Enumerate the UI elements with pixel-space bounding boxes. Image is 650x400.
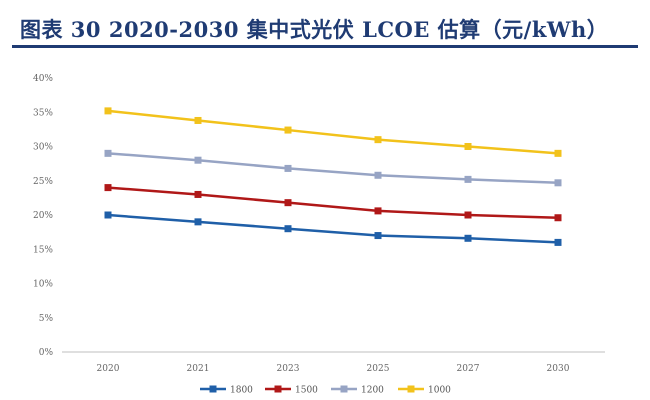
legend-swatch-marker xyxy=(209,385,217,393)
data-point xyxy=(374,232,382,240)
y-tick-label: 20% xyxy=(33,211,53,221)
y-tick-label: 15% xyxy=(33,245,53,255)
data-point xyxy=(374,171,382,179)
data-point xyxy=(194,116,202,124)
data-point xyxy=(374,136,382,144)
x-tick-label: 2023 xyxy=(277,364,300,374)
data-point xyxy=(284,126,292,134)
x-tick-label: 2020 xyxy=(97,364,120,374)
y-tick-label: 30% xyxy=(33,143,53,153)
legend-swatch-marker xyxy=(274,385,282,393)
data-point xyxy=(554,179,562,187)
y-tick-label: 0% xyxy=(39,348,54,358)
legend-item: 1500 xyxy=(265,385,318,396)
data-point xyxy=(554,214,562,222)
data-point xyxy=(194,156,202,164)
series-1200 xyxy=(104,149,562,187)
data-point xyxy=(464,234,472,242)
data-point xyxy=(374,207,382,215)
y-tick-label: 40% xyxy=(33,74,53,84)
y-tick-label: 25% xyxy=(33,177,53,187)
legend-item: 1800 xyxy=(200,385,253,396)
legend-swatch-marker xyxy=(407,385,415,393)
data-point xyxy=(194,190,202,198)
series-line xyxy=(107,186,559,219)
data-point xyxy=(104,107,112,115)
y-tick-label: 5% xyxy=(39,314,54,324)
data-point xyxy=(284,164,292,172)
data-point xyxy=(464,211,472,219)
data-point xyxy=(104,211,112,219)
legend-item: 1200 xyxy=(331,385,384,396)
series-line xyxy=(107,152,559,185)
title-bar: 图表 30 2020-2030 集中式光伏 LCOE 估算（元/kWh） xyxy=(12,8,638,48)
data-point xyxy=(104,184,112,192)
y-axis-ticks: 0% 5% 10% 15% 20% 25% 30% 35% 40% xyxy=(33,74,53,358)
x-tick-label: 2027 xyxy=(457,364,480,374)
data-point xyxy=(284,225,292,233)
legend-item: 1000 xyxy=(398,385,451,396)
data-point xyxy=(554,238,562,246)
legend-label: 1500 xyxy=(295,386,318,396)
legend-swatch-marker xyxy=(340,385,348,393)
y-tick-label: 35% xyxy=(33,108,53,118)
y-tick-label: 10% xyxy=(33,280,53,290)
x-axis-ticks: 2020 2021 2023 2025 2027 2030 xyxy=(97,364,570,374)
series-group xyxy=(104,107,562,246)
series-line xyxy=(107,213,559,244)
x-tick-label: 2021 xyxy=(187,364,210,374)
series-line xyxy=(107,109,559,155)
data-point xyxy=(464,175,472,183)
page-title: 图表 30 2020-2030 集中式光伏 LCOE 估算（元/kWh） xyxy=(20,17,609,42)
series-1000 xyxy=(104,107,562,157)
legend: 1800 1500 1200 1000 xyxy=(200,385,451,396)
x-tick-label: 2025 xyxy=(367,364,390,374)
data-point xyxy=(464,143,472,150)
series-1500 xyxy=(104,184,562,222)
legend-label: 1800 xyxy=(230,386,253,396)
legend-label: 1000 xyxy=(428,386,451,396)
series-1800 xyxy=(104,211,562,246)
data-point xyxy=(194,218,202,226)
legend-label: 1200 xyxy=(361,386,384,396)
data-point xyxy=(284,199,292,207)
data-point xyxy=(104,149,112,157)
data-point xyxy=(554,149,562,157)
x-tick-label: 2030 xyxy=(547,364,570,374)
